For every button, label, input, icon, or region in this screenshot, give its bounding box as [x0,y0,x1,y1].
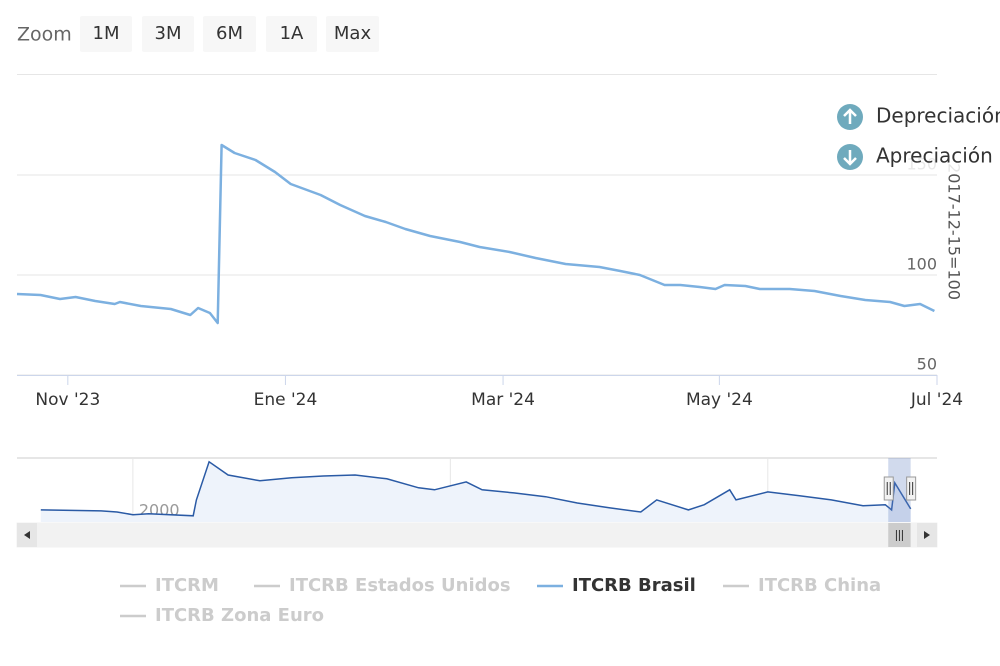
navigator-area [40,461,911,522]
navigator-handle-grip [886,482,891,495]
x-tick-label: Nov '23 [35,390,100,410]
navigator-handle[interactable] [883,476,894,501]
flag-label[interactable]: Depreciación [876,104,1000,128]
zoom-button[interactable] [142,16,194,52]
legend-label[interactable]: ITCRB Zona Euro [155,605,324,626]
zoom-button-label[interactable]: Max [334,23,372,44]
scrollbar-right-arrow [924,531,930,539]
y-tick-label: 100 [906,255,937,274]
legend-label[interactable]: ITCRB China [758,575,881,596]
scrollbar-track [16,522,938,548]
zoom-button[interactable] [326,16,379,52]
zoom-button-label[interactable]: 1A [280,23,304,44]
x-tick-label: May '24 [686,390,753,410]
zoom-button-label[interactable]: 1M [93,23,120,44]
series-line [16,143,935,325]
zoom-button[interactable] [266,16,317,52]
zoom-label: Zoom [17,24,72,46]
flag-arrow [843,108,857,124]
flag-label[interactable]: Apreciación [876,144,993,168]
zoom-button-label[interactable]: 3M [155,23,182,44]
y-axis-title: 2017-12-15=100 [945,163,964,300]
navigator-handle[interactable] [906,476,917,501]
legend-label[interactable]: ITCRM [155,575,219,596]
zoom-button[interactable] [80,16,132,52]
x-tick-label: Ene '24 [254,390,318,410]
zoom-button[interactable] [203,16,256,52]
x-tick-label: Jul '24 [910,390,963,410]
navigator-line [40,460,912,517]
navigator-selection[interactable] [888,458,911,522]
x-tick-label: Mar '24 [471,390,535,410]
legend-label[interactable]: ITCRB Brasil [572,575,696,596]
scrollbar-left-arrow [24,531,30,539]
scrollbar-thumb-grip [895,530,903,541]
navigator-handle-grip [909,482,914,495]
y-tick-label: 50 [917,355,937,374]
flag-arrow [843,150,857,166]
zoom-button-label[interactable]: 6M [216,23,243,44]
legend-label[interactable]: ITCRB Estados Unidos [289,575,511,596]
